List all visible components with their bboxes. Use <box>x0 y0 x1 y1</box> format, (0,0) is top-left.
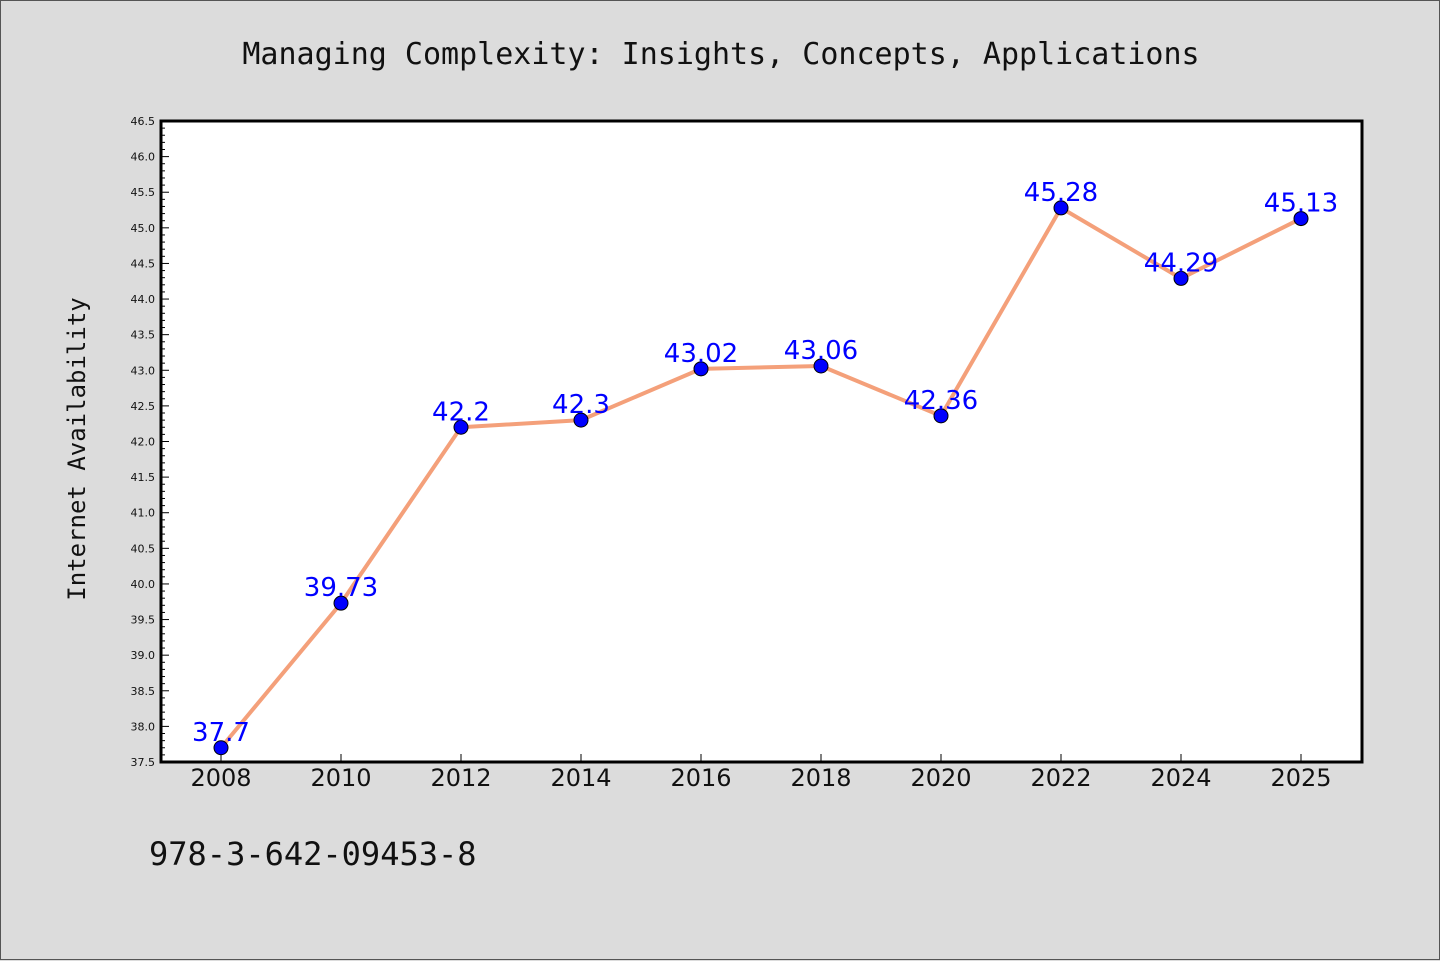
y-axis-ticks: 37.5 38.0 38.5 39.0 39.5 40.0 40.5 41.0 41.5 42.0… <box>131 115 169 769</box>
x-tick-label: 2014 <box>550 764 611 792</box>
data-label: 42.3 <box>552 390 610 420</box>
x-tick-label: 2016 <box>670 764 731 792</box>
data-point <box>693 361 709 377</box>
y-tick-label: 42.5 <box>131 400 156 413</box>
y-axis-label: Internet Availability <box>63 297 91 600</box>
y-tick-label: 40.5 <box>131 542 156 555</box>
data-label: 43.06 <box>784 336 858 366</box>
data-label: 45.28 <box>1024 178 1098 208</box>
y-tick-label: 44.5 <box>131 257 156 270</box>
y-tick-label: 37.5 <box>131 756 156 769</box>
x-tick-label: 2024 <box>1150 764 1211 792</box>
y-tick-label: 38.0 <box>131 720 156 733</box>
y-tick-label: 38.5 <box>131 685 156 698</box>
x-axis-ticks: 2008 2010 2012 2014 2016 2018 2020 2022 2024 2025 <box>190 754 1332 792</box>
plot-area <box>159 119 1364 764</box>
y-tick-label: 44.0 <box>131 293 156 306</box>
x-tick-label: 2025 <box>1270 764 1331 792</box>
series-line <box>219 205 1302 750</box>
y-tick-label: 45.0 <box>131 222 156 235</box>
data-point <box>453 419 469 435</box>
y-tick-label: 41.5 <box>131 471 156 484</box>
data-point <box>933 408 949 424</box>
data-point <box>813 358 829 374</box>
data-label: 37.7 <box>192 718 250 748</box>
data-point <box>1173 270 1189 286</box>
y-tick-label: 40.0 <box>131 578 156 591</box>
x-tick-label: 2020 <box>910 764 971 792</box>
x-tick-label: 2022 <box>1030 764 1091 792</box>
chart-title: Managing Complexity: Insights, Concepts,… <box>242 37 1199 72</box>
x-tick-label: 2018 <box>790 764 851 792</box>
isbn-text: 978-3-642-09453-8 <box>149 835 477 873</box>
y-tick-label: 39.5 <box>131 614 156 627</box>
data-label: 42.2 <box>432 397 490 427</box>
data-point <box>213 740 229 756</box>
series-internet-availability <box>213 200 1309 756</box>
y-tick-label: 46.0 <box>131 151 156 164</box>
data-point <box>333 595 349 611</box>
data-label: 43.02 <box>664 339 738 369</box>
data-point <box>573 412 589 428</box>
data-labels: 37.7 39.73 42.2 42.3 43.02 43.06 42.36 45.28 44.… <box>192 178 1338 748</box>
data-label: 39.73 <box>304 573 378 603</box>
y-tick-label: 43.0 <box>131 364 156 377</box>
data-label: 44.29 <box>1144 248 1218 278</box>
x-tick-label: 2008 <box>190 764 251 792</box>
y-tick-label: 41.0 <box>131 507 156 520</box>
y-tick-label: 45.5 <box>131 186 156 199</box>
data-label: 45.13 <box>1264 189 1338 219</box>
data-label: 42.36 <box>904 386 978 416</box>
y-tick-label: 39.0 <box>131 649 156 662</box>
y-tick-label: 42.0 <box>131 436 156 449</box>
data-point <box>1293 211 1309 227</box>
y-tick-label: 46.5 <box>131 115 156 128</box>
y-tick-label: 43.5 <box>131 329 156 342</box>
data-point <box>1053 200 1069 216</box>
x-tick-label: 2010 <box>310 764 371 792</box>
x-tick-label: 2012 <box>430 764 491 792</box>
